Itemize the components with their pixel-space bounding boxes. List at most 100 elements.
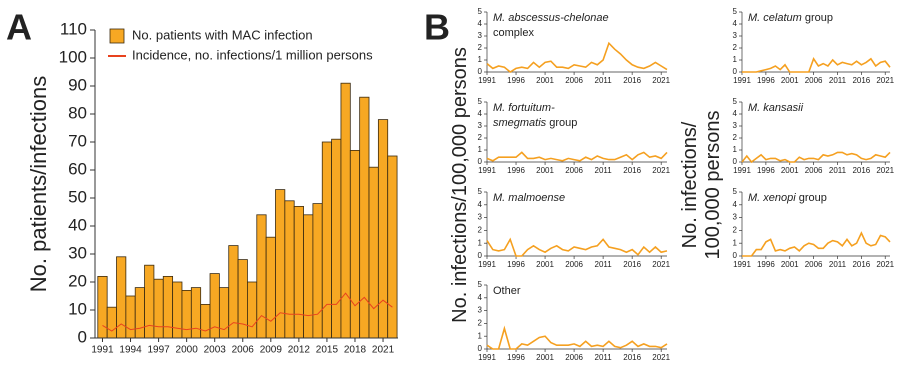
x-tick-label: 1997	[147, 345, 170, 356]
x-tick-label: 2009	[260, 345, 283, 356]
y-tick-label: 0	[78, 327, 87, 346]
y-tick-label: 4	[733, 19, 738, 28]
y-tick-label: 3	[733, 213, 738, 222]
y-tick-label: 1	[733, 55, 738, 64]
bar	[284, 200, 295, 339]
y-tick-label: 5	[478, 97, 483, 106]
x-tick-label: 2021	[372, 345, 395, 356]
panel-title-part: M. abscessus-chelonae	[493, 12, 609, 24]
x-tick-label: 2006	[565, 76, 583, 85]
bar	[144, 264, 155, 339]
y-tick-label: 10	[68, 299, 87, 318]
bar	[162, 275, 174, 339]
y-tick-label: 0	[733, 157, 738, 166]
y-tick-label: 4	[478, 19, 483, 28]
bar	[340, 82, 351, 339]
y-tick-label: 3	[733, 121, 738, 130]
y-tick-label: 4	[478, 200, 483, 209]
x-tick-label: 2001	[781, 260, 799, 269]
x-tick-label: 2021	[876, 260, 894, 269]
y-tick-label: 2	[478, 43, 483, 52]
panel-title: M. abscessus-chelonae	[493, 12, 609, 24]
panel-label: A	[6, 7, 32, 48]
data-line	[741, 151, 891, 164]
x-tick-label: 2003	[204, 345, 227, 356]
x-tick-label: 2001	[781, 166, 799, 175]
bar	[377, 119, 389, 339]
x-tick-label: 1996	[757, 76, 775, 85]
bar	[349, 149, 361, 339]
y-tick-label: 5	[733, 97, 738, 106]
y-tick-label: 4	[733, 200, 738, 209]
y-tick-label: 0	[733, 251, 738, 260]
panel-title-part: M. xenopi	[748, 192, 796, 204]
bar	[312, 203, 323, 339]
x-tick-label: 2021	[652, 166, 670, 175]
x-tick-label: 2012	[288, 345, 311, 356]
bar	[181, 289, 192, 339]
y-tick-label: 0	[478, 251, 483, 260]
panel-title: M. fortuitum-	[493, 102, 555, 114]
panel-title: smegmatis group	[493, 117, 577, 129]
y-tick-label: 3	[478, 31, 483, 40]
x-tick-label: 2011	[829, 260, 847, 269]
data-line	[486, 237, 668, 257]
x-tick-label: 2006	[805, 76, 823, 85]
panel-title-part: group	[796, 192, 827, 204]
bar	[190, 287, 202, 339]
x-tick-label: 2001	[536, 353, 554, 362]
y-tick-label: 1	[478, 331, 483, 340]
y-tick-label: 5	[478, 7, 483, 16]
bar	[172, 281, 183, 339]
bar	[134, 287, 145, 339]
x-tick-label: 2016	[852, 260, 870, 269]
y-tick-label: 20	[68, 271, 87, 290]
y-tick-label: 4	[478, 293, 483, 302]
y-tick-label: 2	[733, 133, 738, 142]
data-line	[742, 231, 891, 257]
x-tick-label: 2001	[536, 166, 554, 175]
x-tick-label: 1991	[733, 166, 751, 175]
x-tick-label: 1996	[757, 166, 775, 175]
x-tick-label: 2018	[344, 345, 367, 356]
legend-label: Incidence, no. infections/1 million pers…	[132, 47, 373, 62]
x-tick-label: 1994	[119, 345, 142, 356]
x-tick-label: 2011	[595, 353, 613, 362]
x-tick-label: 2011	[829, 166, 847, 175]
bar	[153, 278, 164, 339]
x-tick-label: 2016	[852, 76, 870, 85]
panel-title-part: complex	[493, 27, 534, 39]
y-tick-label: 3	[478, 121, 483, 130]
x-tick-label: 2001	[536, 260, 554, 269]
bar	[218, 287, 230, 339]
bar	[331, 138, 342, 339]
x-tick-label: 2016	[623, 260, 641, 269]
bar	[247, 281, 258, 339]
y-tick-label: 0	[733, 67, 738, 76]
x-tick-label: 2011	[829, 76, 847, 85]
x-tick-label: 1991	[733, 260, 751, 269]
y-tick-label: 5	[733, 7, 738, 16]
legend-label: No. patients with MAC infection	[132, 27, 313, 42]
bar	[97, 275, 108, 339]
x-tick-label: 2006	[565, 353, 583, 362]
bar	[303, 214, 314, 339]
panel-title: M. kansasii	[748, 102, 804, 114]
x-tick-label: 1996	[507, 353, 525, 362]
x-tick-label: 2011	[595, 260, 613, 269]
panel-title-part: smegmatis	[493, 117, 547, 129]
x-tick-label: 2021	[876, 76, 894, 85]
y-tick-label: 110	[60, 19, 87, 38]
y-tick-label: 2	[478, 133, 483, 142]
y-tick-label: 0	[478, 157, 483, 166]
x-tick-label: 2021	[652, 76, 670, 85]
y-tick-label: 2	[733, 43, 738, 52]
panel-title-part: M. kansasii	[748, 102, 804, 114]
panel-label: B	[424, 7, 450, 48]
y-tick-label: 1	[478, 55, 483, 64]
y-axis-label: No. infections/100,000 persons	[449, 47, 471, 323]
panel-title-part: Other	[493, 285, 521, 297]
y-tick-label: 0	[478, 67, 483, 76]
bar	[237, 259, 248, 339]
